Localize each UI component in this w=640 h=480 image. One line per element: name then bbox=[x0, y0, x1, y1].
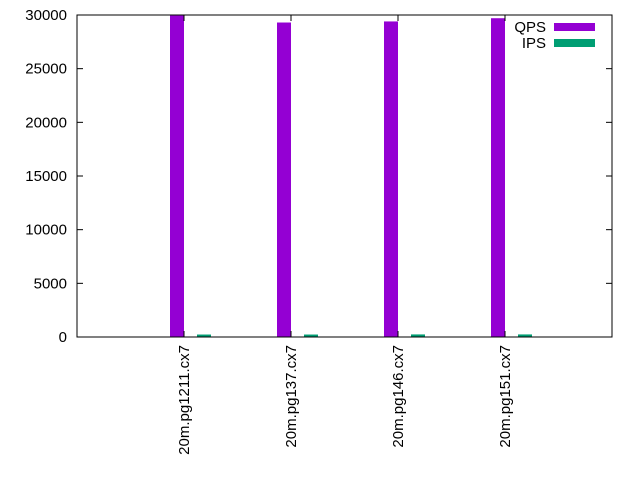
y-tick-label: 30000 bbox=[25, 7, 67, 24]
bar-qps bbox=[384, 21, 398, 337]
bars bbox=[170, 15, 532, 337]
y-axis-ticks: 0 5000 10000 15000 20000 25000 30000 bbox=[25, 7, 612, 346]
bar-ips bbox=[411, 334, 425, 337]
bar-ips bbox=[197, 334, 211, 337]
y-tick-label: 15000 bbox=[25, 168, 67, 185]
plot-frame bbox=[76, 14, 613, 338]
bar-qps bbox=[277, 22, 291, 337]
legend-swatch bbox=[554, 23, 595, 31]
y-tick-label: 5000 bbox=[34, 275, 67, 292]
bar-qps bbox=[170, 15, 184, 337]
y-tick-label: 25000 bbox=[25, 61, 67, 78]
x-category-label: 20m.pg1211.cx7 bbox=[176, 345, 193, 455]
legend-label: IPS bbox=[522, 35, 546, 52]
legend-label: QPS bbox=[514, 19, 546, 36]
legend-swatch bbox=[554, 39, 595, 47]
y-tick-label: 0 bbox=[59, 329, 67, 346]
y-tick-label: 20000 bbox=[25, 114, 67, 131]
bar-ips bbox=[518, 334, 532, 337]
x-category-label: 20m.pg137.cx7 bbox=[283, 345, 300, 448]
x-category-label: 20m.pg146.cx7 bbox=[390, 345, 407, 448]
bar-qps bbox=[491, 18, 505, 337]
y-tick-label: 10000 bbox=[25, 222, 67, 239]
x-category-label: 20m.pg151.cx7 bbox=[497, 345, 514, 448]
bar-ips bbox=[304, 334, 318, 337]
x-axis-labels: 20m.pg1211.cx7 20m.pg137.cx7 20m.pg146.cx7… bbox=[176, 15, 514, 455]
